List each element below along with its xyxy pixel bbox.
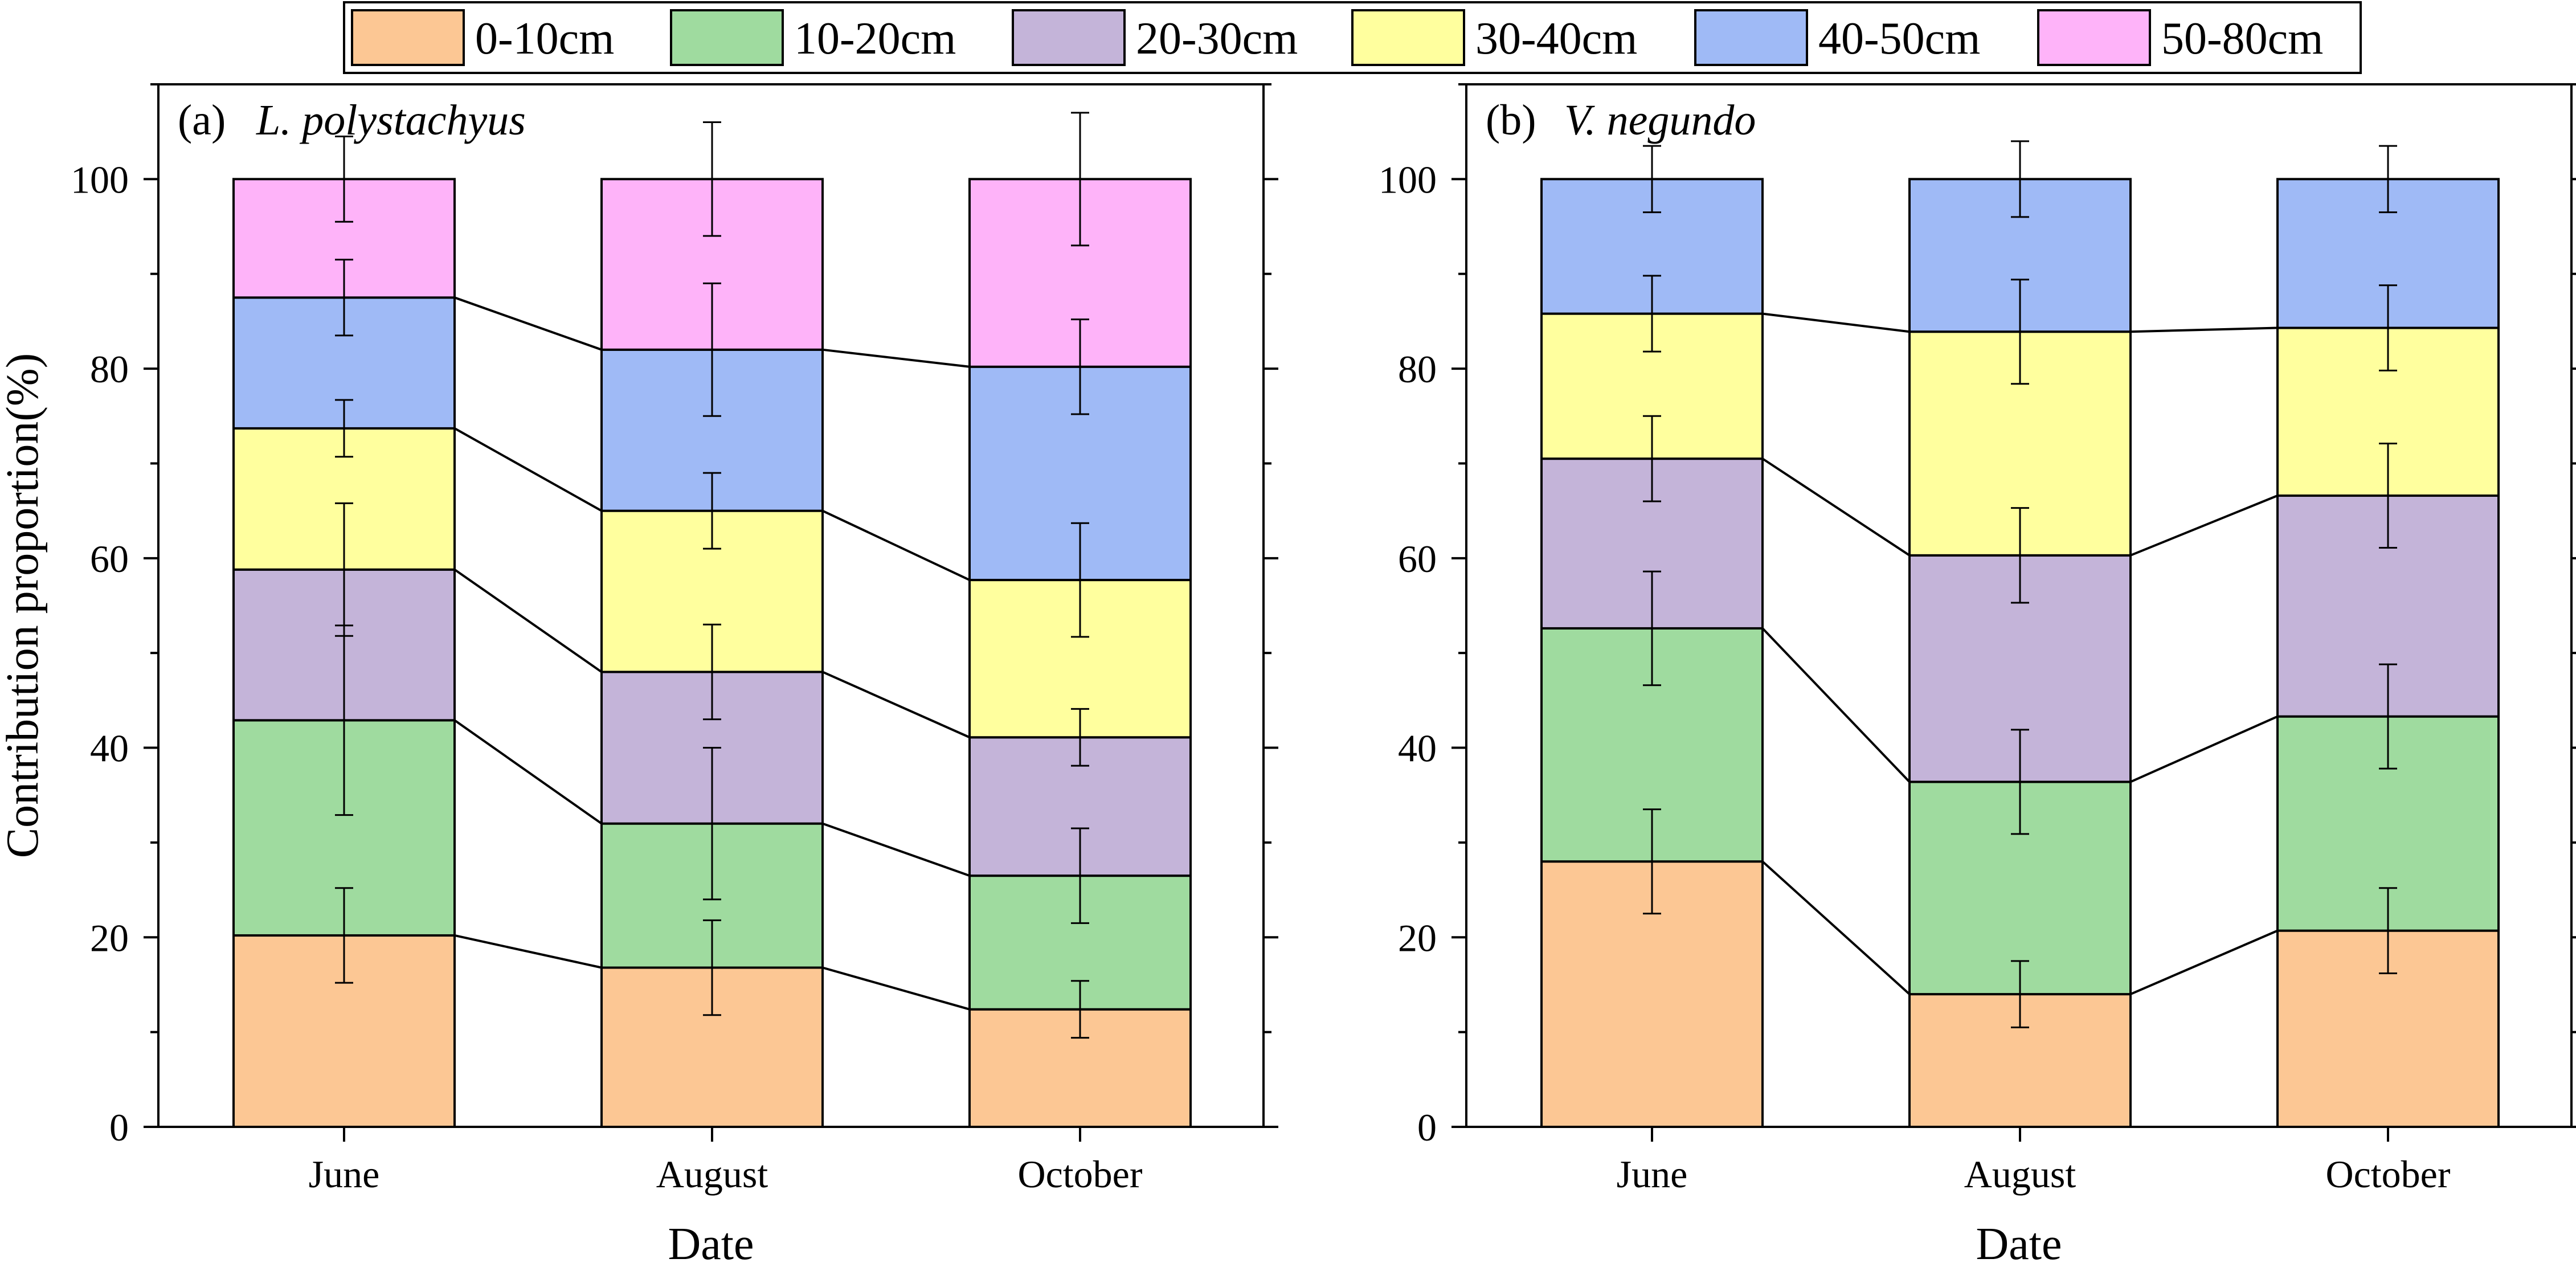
y-tick-label-20: 20: [90, 916, 129, 959]
x-tick-label-october: October: [2325, 1153, 2450, 1196]
y-tick-label-40: 40: [90, 727, 129, 770]
y-tick-label-0: 0: [1417, 1106, 1437, 1149]
connector-20-30cm-2: [2130, 494, 2278, 557]
legend-label-50-80cm: 50-80cm: [2161, 14, 2323, 64]
x-tick-label-june: June: [309, 1153, 380, 1196]
connector-20-30cm-1: [1761, 457, 1911, 557]
y-tick-label-100: 100: [1379, 158, 1437, 201]
connector-10-20cm-1: [453, 719, 603, 825]
x-tick-label-october: October: [1017, 1153, 1142, 1196]
connector-30-40cm-1: [454, 427, 602, 512]
panel-a: 0 20 40 60 80 100 June August October Date Contrib…: [0, 83, 1278, 1269]
legend-swatch-0-10cm: [351, 9, 465, 66]
legend: 0-10cm 10-20cm 20-30cm 30-40cm 40-50cm 50-80c…: [343, 1, 2362, 74]
y-tick-label-100: 100: [71, 158, 129, 201]
connector-40-50cm-1: [454, 296, 602, 351]
y-tick-label-60: 60: [90, 537, 129, 581]
panel-title: V. negundo: [1564, 96, 1756, 144]
x-tick-label-august: August: [656, 1153, 768, 1196]
y-tick-label-80: 80: [1398, 348, 1437, 391]
legend-label-20-30cm: 20-30cm: [1136, 14, 1298, 64]
legend-label-10-20cm: 10-20cm: [794, 14, 956, 64]
connector-30-40cm-2: [822, 509, 970, 581]
panel-label: (a): [178, 96, 226, 144]
panel-title: L. polystachyus: [256, 96, 526, 144]
x-tick-label-august: August: [1964, 1153, 2076, 1196]
y-tick-label-60: 60: [1398, 537, 1437, 581]
connector-20-30cm-1: [453, 569, 603, 673]
y-axis-title: Contribution proportion(%): [0, 353, 48, 859]
legend-label-40-50cm: 40-50cm: [1818, 14, 1980, 64]
y-tick-label-0: 0: [109, 1106, 129, 1149]
connector-40-50cm-2: [822, 348, 970, 368]
y-tick-label-40: 40: [1398, 727, 1437, 770]
connector-0-10cm-1: [454, 934, 602, 969]
connector-20-30cm-2: [822, 671, 970, 739]
connector-30-40cm-1: [1762, 312, 1910, 333]
connector-10-20cm-1: [1761, 627, 1911, 783]
x-tick-label-june: June: [1617, 1153, 1688, 1196]
legend-label-30-40cm: 30-40cm: [1475, 14, 1637, 64]
legend-swatch-20-30cm: [1012, 9, 1126, 66]
connector-0-10cm-1: [1761, 860, 1911, 995]
connector-0-10cm-2: [822, 966, 970, 1011]
legend-swatch-50-80cm: [2037, 9, 2151, 66]
connector-0-10cm-2: [2130, 929, 2278, 995]
connector-30-40cm-2: [2130, 326, 2278, 333]
connector-10-20cm-2: [822, 822, 970, 877]
legend-swatch-40-50cm: [1694, 9, 1808, 66]
connector-10-20cm-2: [2130, 715, 2278, 783]
legend-label-0-10cm: 0-10cm: [475, 14, 614, 64]
legend-swatch-30-40cm: [1351, 9, 1465, 66]
panel-b: 0 20 40 60 80 100 June August October Date (b) V. n…: [1379, 83, 2576, 1269]
legend-swatch-10-20cm: [670, 9, 784, 66]
y-tick-label-20: 20: [1398, 916, 1437, 959]
x-axis-title: Date: [668, 1219, 754, 1268]
y-tick-label-80: 80: [90, 348, 129, 391]
x-axis-title: Date: [1976, 1219, 2062, 1268]
panel-label: (b): [1486, 96, 1536, 144]
